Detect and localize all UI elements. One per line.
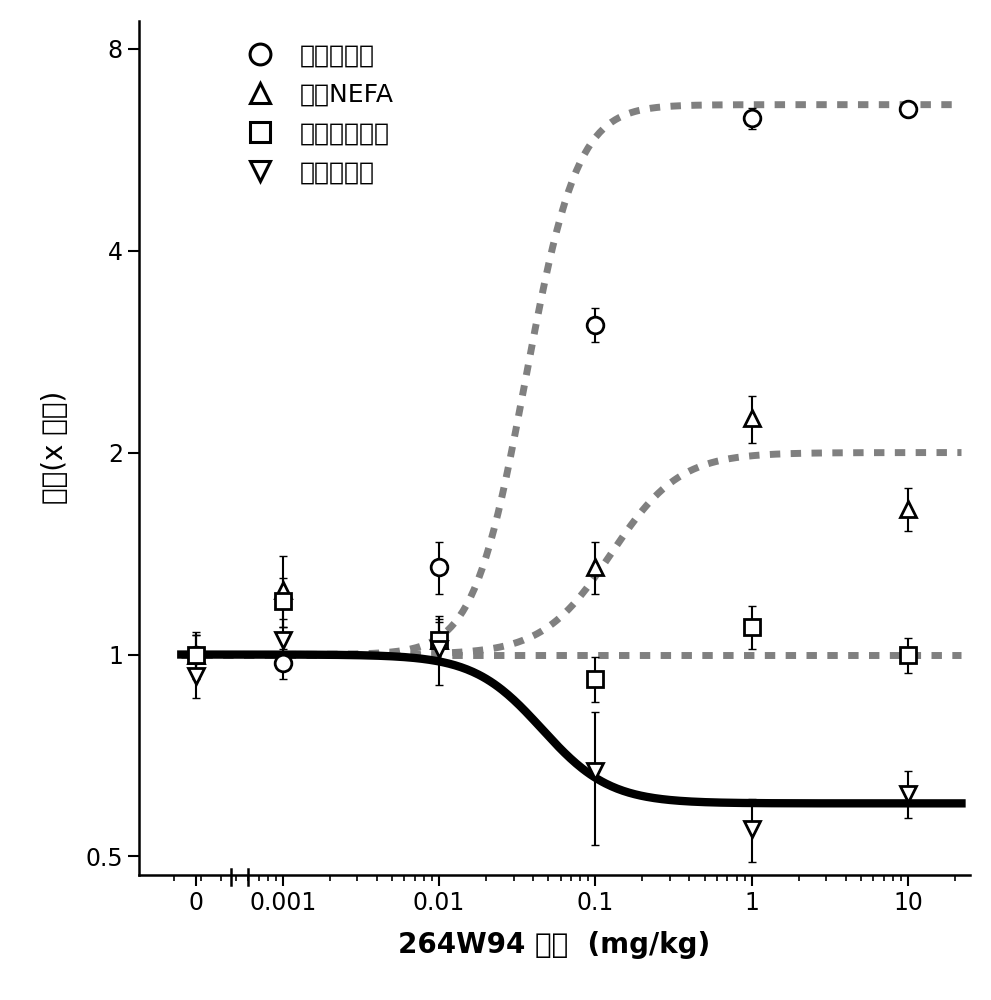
Legend: 粪便胆汁酸, 粪便NEFA, 粪便甘油三酯, 血浆胆汁酸: 粪便胆汁酸, 粪便NEFA, 粪便甘油三酯, 血浆胆汁酸 xyxy=(235,33,403,194)
Y-axis label: 浓度(x 对照): 浓度(x 对照) xyxy=(41,391,68,504)
X-axis label: 264W94 剂量  (mg/kg): 264W94 剂量 (mg/kg) xyxy=(398,931,711,959)
